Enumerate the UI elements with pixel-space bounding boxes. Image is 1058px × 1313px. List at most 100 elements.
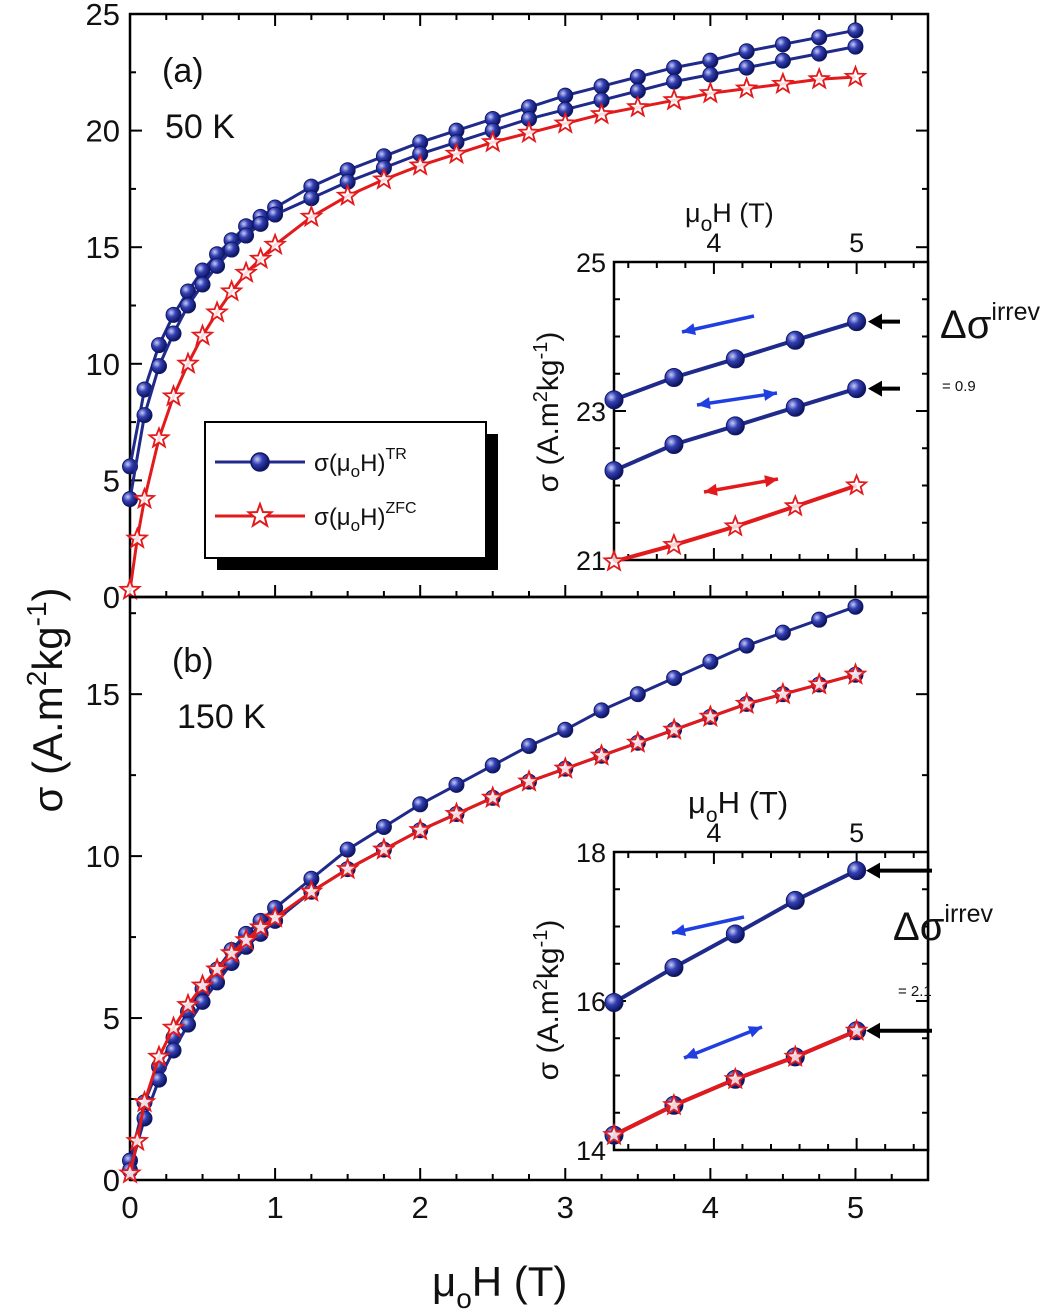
inset-b-tr-point xyxy=(785,890,805,910)
panel-a-tr-point xyxy=(666,59,683,76)
panel-a-tr-point xyxy=(165,306,182,323)
panel-a-y-tick-label: 10 xyxy=(86,347,120,382)
panel-a-tr-point xyxy=(738,59,755,76)
panel-a-tr-point xyxy=(774,36,791,53)
inset-a-y-label: σ (A.m2kg-1) xyxy=(530,332,565,493)
panel-b-tr-point xyxy=(738,637,755,654)
panel-b-zfc-point xyxy=(553,756,578,779)
inset-b-y-tick-label: 16 xyxy=(576,987,606,1017)
inset-a-delta-label: Δσirrev xyxy=(940,298,1041,347)
panel-b-tr-point xyxy=(557,721,574,738)
panel-a-zfc-point xyxy=(299,204,324,228)
panel-b-zfc-point xyxy=(770,681,795,705)
panel-b-y-tick-label: 0 xyxy=(103,1163,120,1198)
panel-b-x-tick-label: 0 xyxy=(121,1190,138,1225)
inset-b-zfc-point xyxy=(602,1122,626,1146)
inset-b-tr-point xyxy=(725,924,745,944)
inset-a-delta-value: = 0.9 xyxy=(942,378,976,395)
inset-a-cycle-arrow-head xyxy=(697,397,711,409)
panel-a-label: (a) xyxy=(162,52,204,90)
inset-a-x-label: μoH (T) xyxy=(685,198,774,236)
panel-b-y-tick-label: 5 xyxy=(103,1001,120,1036)
inset-a-y-tick-label: 25 xyxy=(576,248,606,278)
panel-b-tr-point xyxy=(375,818,392,835)
inset-a-tr-point xyxy=(785,330,805,350)
panel-b-zfc-point xyxy=(263,905,288,928)
panel-a-tr-point xyxy=(811,29,828,46)
panel-a-zfc-point xyxy=(219,278,244,302)
panel-a-tr-point xyxy=(847,22,864,39)
panel-b-tr-point xyxy=(339,841,356,858)
inset-b-zfc-point xyxy=(783,1044,808,1068)
panel-a-zfc-point xyxy=(248,246,273,270)
panel-a-tr-point xyxy=(666,73,683,90)
panel-a-zfc-point xyxy=(125,526,150,549)
inset-a-tr-point xyxy=(604,390,624,410)
panel-a-y-tick-label: 5 xyxy=(103,463,120,498)
panel-a-zfc-point xyxy=(263,232,288,256)
inset-a-zfc-arrow-head xyxy=(704,483,718,496)
y-axis-label: σ (A.m2kg-1) xyxy=(21,587,71,812)
inset-b-up-sweep-arrow-head xyxy=(747,1026,762,1038)
panel-b-zfc-point xyxy=(118,1160,142,1184)
panel-b-zfc-point xyxy=(662,717,687,740)
inset-a-x-tick-label: 5 xyxy=(849,228,864,258)
inset-b-irrev-arrow-head xyxy=(866,1022,880,1039)
panel-b-tr-point xyxy=(484,757,501,774)
panel-a-zfc-point xyxy=(118,577,142,601)
panel-a-tr-point xyxy=(165,325,182,342)
panel-a-zfc-point xyxy=(843,64,868,88)
panel-a-zfc-point xyxy=(161,383,186,407)
panel-a-zfc-point xyxy=(444,141,469,165)
panel-a-temperature: 50 K xyxy=(165,108,235,146)
legend-zfc-marker xyxy=(245,501,275,529)
panel-b-zfc-point xyxy=(371,837,396,860)
inset-b-zfc-point xyxy=(844,1018,869,1041)
inset-b-up-sweep-arrow-shaft xyxy=(683,1025,763,1060)
panel-a-tr-point xyxy=(811,45,828,62)
panel-b-zfc-point xyxy=(219,940,244,964)
inset-a-tr-point xyxy=(664,435,684,455)
panel-a-tr-point xyxy=(702,52,719,69)
panel-a-zfc-point xyxy=(770,71,795,95)
panel-b-zfc-point xyxy=(132,1089,157,1113)
panel-a-zfc-point xyxy=(335,183,360,207)
inset-a-cycle-arrow-head xyxy=(763,389,777,401)
panel-a-tr-point xyxy=(136,407,153,424)
inset-b-irrev-arrow-head xyxy=(866,862,880,879)
panel-a-tr-point xyxy=(194,276,211,293)
panel-b-zfc-point xyxy=(125,1128,150,1152)
panel-b-label: (b) xyxy=(172,642,214,680)
panel-b-zfc-point xyxy=(698,704,723,727)
inset-a-zfc-point xyxy=(723,513,748,537)
panel-a-tr-point xyxy=(738,43,755,60)
inset-a-zfc-arrow-head xyxy=(764,475,778,488)
panel-a-tr-point xyxy=(702,66,719,83)
panel-a-tr-point xyxy=(629,68,646,85)
legend-zfc-label: σ(μoH)ZFC xyxy=(314,500,417,535)
panel-a-tr-point xyxy=(557,87,574,104)
panel-a-tr-point xyxy=(238,227,255,244)
inset-a-tr-point xyxy=(785,397,805,417)
inset-a-irrev-arrow-head xyxy=(868,313,882,330)
panel-a-zfc-point xyxy=(408,153,433,176)
panel-a-y-tick-label: 15 xyxy=(86,230,120,265)
panel-b-x-tick-label: 4 xyxy=(702,1190,719,1225)
inset-b-x-tick-label: 5 xyxy=(849,818,864,848)
panel-a-zfc-point xyxy=(517,120,541,144)
panel-a-tr-point xyxy=(774,52,791,69)
panel-a-tr-point xyxy=(180,297,197,314)
inset-b-x-tick-label: 4 xyxy=(706,818,721,848)
panel-a-zfc-point xyxy=(625,94,650,118)
panel-b-zfc-point xyxy=(517,769,541,792)
panel-b-zfc-point xyxy=(444,801,469,825)
panel-a-zfc-point xyxy=(234,260,259,283)
panel-a-tr-point xyxy=(847,38,864,55)
panel-a-tr-point xyxy=(303,190,320,207)
panel-b-tr-point xyxy=(774,624,791,641)
panel-b-x-tick-label: 2 xyxy=(412,1190,429,1225)
panel-b-tr-point xyxy=(847,598,864,615)
panel-a-tr-point xyxy=(593,78,610,95)
panel-b-series-line xyxy=(128,673,856,1174)
